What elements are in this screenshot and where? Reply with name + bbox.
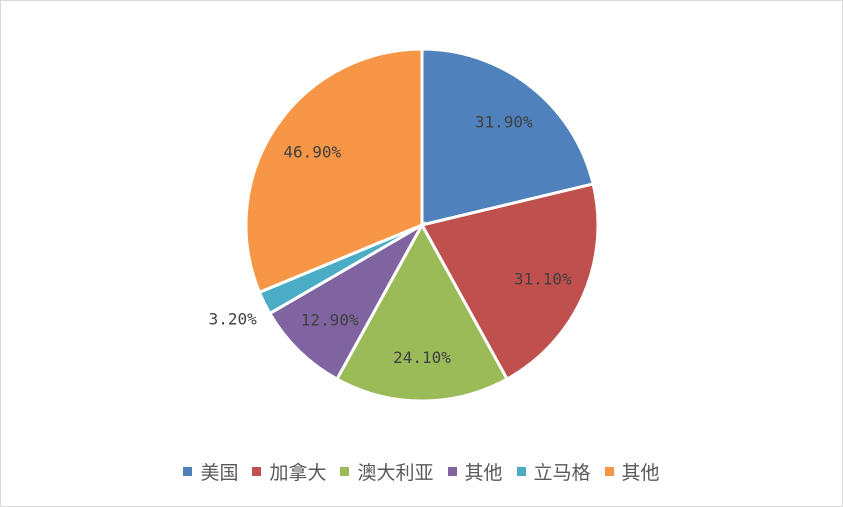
legend-swatch: [447, 467, 457, 476]
legend-item: 其他: [604, 458, 660, 485]
legend-swatch: [340, 467, 350, 476]
legend-label: 澳大利亚: [357, 462, 434, 484]
data-label: 3.20%: [209, 310, 258, 329]
legend-label: 立马格: [533, 462, 591, 484]
legend-item: 澳大利亚: [340, 458, 434, 485]
data-label: 31.90%: [475, 112, 533, 131]
pie-slice: [420, 47, 595, 227]
legend-swatch: [183, 467, 193, 476]
data-label: 31.10%: [514, 269, 572, 288]
legend-swatch: [252, 467, 262, 476]
pie-slice: [267, 220, 426, 382]
legend-label: 美国: [200, 462, 239, 484]
data-label: 46.90%: [283, 143, 341, 162]
legend-swatch: [516, 467, 526, 476]
pie-slice: [419, 182, 600, 382]
legend: 美国 加拿大 澳大利亚 其他 立马格 其他: [0, 458, 843, 485]
data-label: 12.90%: [301, 310, 359, 329]
pie-slice: [334, 221, 510, 403]
legend-item: 加拿大: [252, 458, 326, 485]
pie-slice: [244, 47, 424, 295]
data-label: 24.10%: [393, 348, 451, 367]
legend-label: 其他: [621, 462, 660, 484]
legend-label: 加拿大: [269, 462, 327, 484]
legend-item: 美国: [183, 458, 238, 485]
legend-item: 立马格: [516, 458, 591, 485]
legend-label: 其他: [464, 462, 503, 484]
legend-swatch: [604, 467, 614, 476]
legend-item: 其他: [447, 458, 503, 485]
